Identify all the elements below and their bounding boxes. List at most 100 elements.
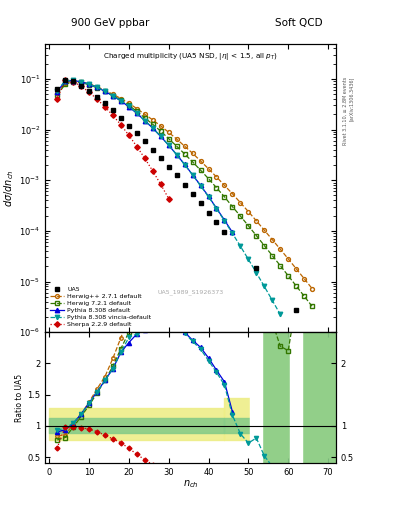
Herwig 7.2.1 default — [134, 108, 139, 114]
Herwig 7.2.1 default — [214, 185, 219, 191]
Pythia 8.308 vincia-default — [238, 243, 243, 249]
Pythia 8.308 vincia-default — [278, 311, 283, 317]
Pythia 8.308 default — [55, 89, 59, 95]
Herwig++ 2.7.1 default — [55, 90, 59, 96]
Sherpa 2.2.9 default — [103, 104, 107, 110]
Pythia 8.308 default — [230, 229, 235, 236]
Herwig 7.2.1 default — [142, 115, 147, 121]
UA5 — [182, 182, 187, 188]
Herwig 7.2.1 default — [294, 283, 299, 289]
Pythia 8.308 vincia-default — [151, 125, 155, 131]
Herwig++ 2.7.1 default — [230, 190, 235, 197]
Pythia 8.308 vincia-default — [127, 103, 131, 109]
Herwig++ 2.7.1 default — [286, 256, 290, 262]
Pythia 8.308 default — [214, 205, 219, 211]
Herwig 7.2.1 default — [310, 303, 314, 309]
Line: UA5: UA5 — [55, 77, 299, 312]
Text: [arXiv:1306.3436]: [arXiv:1306.3436] — [349, 77, 354, 121]
Herwig++ 2.7.1 default — [294, 266, 299, 272]
Herwig++ 2.7.1 default — [158, 123, 163, 129]
Pythia 8.308 default — [95, 84, 99, 91]
Sherpa 2.2.9 default — [127, 132, 131, 138]
Sherpa 2.2.9 default — [55, 96, 59, 102]
Herwig 7.2.1 default — [190, 159, 195, 165]
Legend: UA5, Herwig++ 2.7.1 default, Herwig 7.2.1 default, Pythia 8.308 default, Pythia : UA5, Herwig++ 2.7.1 default, Herwig 7.2.… — [48, 285, 153, 329]
Pythia 8.308 default — [142, 118, 147, 124]
UA5 — [134, 130, 139, 136]
Pythia 8.308 default — [198, 182, 203, 188]
Pythia 8.308 vincia-default — [79, 79, 83, 85]
Pythia 8.308 vincia-default — [103, 88, 107, 94]
Pythia 8.308 vincia-default — [166, 142, 171, 148]
Pythia 8.308 default — [174, 152, 179, 158]
Pythia 8.308 vincia-default — [254, 270, 259, 276]
Pythia 8.308 vincia-default — [142, 118, 147, 124]
Herwig 7.2.1 default — [182, 151, 187, 157]
UA5 — [214, 219, 219, 225]
Sherpa 2.2.9 default — [87, 89, 92, 95]
Pythia 8.308 default — [182, 161, 187, 167]
Pythia 8.308 vincia-default — [110, 93, 115, 99]
Pythia 8.308 vincia-default — [182, 161, 187, 167]
Pythia 8.308 default — [79, 79, 83, 85]
Herwig++ 2.7.1 default — [246, 208, 251, 215]
Pythia 8.308 vincia-default — [262, 283, 267, 289]
Herwig++ 2.7.1 default — [127, 100, 131, 106]
Pythia 8.308 vincia-default — [230, 230, 235, 237]
Herwig 7.2.1 default — [158, 128, 163, 134]
UA5 — [95, 94, 99, 100]
UA5 — [87, 88, 92, 94]
Sherpa 2.2.9 default — [151, 168, 155, 174]
Herwig 7.2.1 default — [166, 136, 171, 142]
Sherpa 2.2.9 default — [158, 181, 163, 187]
Sherpa 2.2.9 default — [63, 77, 68, 83]
Herwig++ 2.7.1 default — [182, 143, 187, 150]
Herwig++ 2.7.1 default — [71, 78, 75, 84]
Pythia 8.308 vincia-default — [63, 78, 68, 84]
Herwig 7.2.1 default — [262, 243, 267, 249]
Text: UA5_1989_S1926373: UA5_1989_S1926373 — [158, 289, 224, 294]
Herwig++ 2.7.1 default — [119, 95, 123, 101]
Herwig 7.2.1 default — [246, 223, 251, 229]
Herwig++ 2.7.1 default — [151, 117, 155, 123]
Sherpa 2.2.9 default — [71, 79, 75, 85]
Herwig 7.2.1 default — [95, 84, 99, 91]
Pythia 8.308 default — [166, 142, 171, 148]
Herwig++ 2.7.1 default — [222, 182, 227, 188]
Herwig 7.2.1 default — [222, 194, 227, 200]
Herwig 7.2.1 default — [206, 176, 211, 182]
Pythia 8.308 default — [134, 110, 139, 116]
Herwig++ 2.7.1 default — [63, 80, 68, 87]
Pythia 8.308 vincia-default — [222, 218, 227, 224]
Herwig 7.2.1 default — [151, 121, 155, 127]
Herwig 7.2.1 default — [55, 92, 59, 98]
Herwig 7.2.1 default — [71, 79, 75, 85]
Y-axis label: $d\sigma/dn_{ch}$: $d\sigma/dn_{ch}$ — [3, 169, 17, 207]
Herwig++ 2.7.1 default — [79, 79, 83, 85]
UA5 — [294, 307, 299, 313]
Sherpa 2.2.9 default — [79, 83, 83, 89]
Sherpa 2.2.9 default — [95, 96, 99, 102]
Pythia 8.308 vincia-default — [95, 84, 99, 91]
Herwig 7.2.1 default — [63, 81, 68, 88]
Herwig++ 2.7.1 default — [110, 91, 115, 97]
Line: Herwig++ 2.7.1 default: Herwig++ 2.7.1 default — [55, 79, 314, 290]
Herwig++ 2.7.1 default — [190, 150, 195, 156]
UA5 — [110, 107, 115, 113]
Pythia 8.308 vincia-default — [134, 110, 139, 116]
Pythia 8.308 default — [206, 194, 211, 200]
Pythia 8.308 default — [110, 93, 115, 99]
Herwig++ 2.7.1 default — [238, 200, 243, 206]
UA5 — [222, 229, 227, 235]
Pythia 8.308 vincia-default — [174, 152, 179, 158]
Pythia 8.308 vincia-default — [190, 172, 195, 178]
Pythia 8.308 default — [119, 98, 123, 104]
Text: 900 GeV ppbar: 900 GeV ppbar — [71, 18, 149, 28]
Pythia 8.308 default — [151, 125, 155, 131]
Herwig++ 2.7.1 default — [134, 105, 139, 112]
Herwig 7.2.1 default — [254, 232, 259, 239]
Herwig++ 2.7.1 default — [95, 83, 99, 90]
Sherpa 2.2.9 default — [110, 112, 115, 118]
UA5 — [166, 164, 171, 170]
Herwig 7.2.1 default — [87, 81, 92, 88]
